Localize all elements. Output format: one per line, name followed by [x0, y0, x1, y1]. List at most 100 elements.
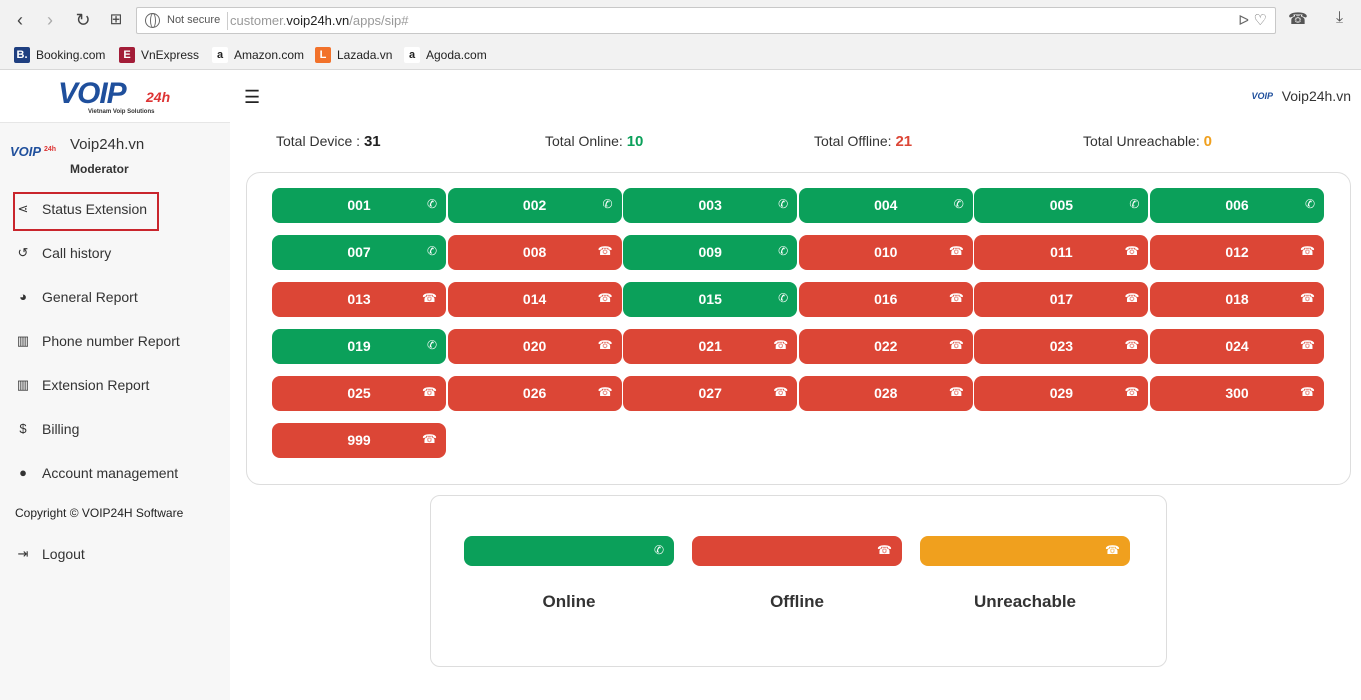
- extension-number: 028: [874, 385, 898, 401]
- sidebar-item-phone-number-report[interactable]: ▥ Phone number Report: [0, 324, 230, 358]
- sidebar-item-billing[interactable]: $ Billing: [0, 412, 230, 446]
- sidebar-item-status-extension[interactable]: ⋖ Status Extension: [0, 192, 230, 226]
- extension-007[interactable]: 007 ✆: [272, 235, 446, 270]
- extension-014[interactable]: 014 ☎: [447, 282, 622, 317]
- back-icon[interactable]: ‹: [17, 10, 23, 30]
- extension-013[interactable]: 013 ☎: [272, 282, 446, 317]
- extension-022[interactable]: 022 ☎: [798, 329, 973, 364]
- phone-icon: ✆: [778, 244, 789, 258]
- extension-number: 012: [1225, 244, 1249, 260]
- extension-027[interactable]: 027 ☎: [623, 376, 798, 411]
- hamburger-menu-icon[interactable]: ☰: [244, 87, 261, 107]
- extension-300[interactable]: 300 ☎: [1150, 376, 1324, 411]
- extension-023[interactable]: 023 ☎: [974, 329, 1149, 364]
- address-bar[interactable]: Not secure customer.voip24h.vn/apps/sip#…: [136, 7, 1276, 34]
- brand-logo[interactable]: VOIP 24h Vietnam Voip Solutions: [0, 71, 230, 123]
- globe-icon: [145, 13, 160, 28]
- extension-panel: 001 ✆ 002 ✆ 003 ✆ 004 ✆ 005 ✆ 006 ✆ 007 ✆ 008 ☎ 009 ✆ 010 ☎…: [246, 172, 1351, 485]
- extension-004[interactable]: 004 ✆: [798, 188, 973, 223]
- extension-number: 002: [522, 197, 547, 213]
- extension-010[interactable]: 010 ☎: [798, 235, 973, 270]
- total-offline: Total Offline: 21: [814, 133, 913, 150]
- extension-number: 013: [347, 291, 371, 307]
- extension-011[interactable]: 011 ☎: [974, 235, 1149, 270]
- sidebar-item-call-history[interactable]: ↺ Call history: [0, 236, 230, 270]
- bookmarks-bar: B. Booking.com E VnExpress a Amazon.com L Lazad…: [0, 40, 1361, 70]
- legend-swatch-online: ✆: [464, 536, 674, 566]
- sidebar-item-general-report[interactable]: ◕ General Report: [0, 280, 230, 314]
- extension-024[interactable]: 024 ☎: [1150, 329, 1324, 364]
- extension-008[interactable]: 008 ☎: [447, 235, 622, 270]
- extension-001[interactable]: 001 ✆: [272, 188, 446, 223]
- bookmark-item[interactable]: B. Booking.com: [14, 45, 105, 65]
- total-unreachable: Total Unreachable: 0: [1083, 133, 1212, 150]
- total-device: Total Device : 31: [276, 133, 381, 150]
- desk-phone-icon: ☎: [948, 244, 964, 258]
- extension-number: 009: [698, 244, 722, 260]
- logo-tagline: Vietnam Voip Solutions: [88, 109, 155, 115]
- extension-018[interactable]: 018 ☎: [1150, 282, 1324, 317]
- extension-006[interactable]: 006 ✆: [1150, 188, 1324, 223]
- extension-number: 008: [522, 244, 547, 260]
- phone-icon: ✆: [1129, 197, 1140, 211]
- forward-icon[interactable]: ›: [47, 10, 53, 30]
- download-icon[interactable]: ⤓: [1336, 9, 1344, 26]
- sidebar-item-label: Billing: [42, 421, 80, 437]
- extension-002[interactable]: 002 ✆: [447, 188, 622, 223]
- extension-016[interactable]: 016 ☎: [798, 282, 973, 317]
- sidebar-item-label: Status Extension: [42, 201, 148, 217]
- extension-021[interactable]: 021 ☎: [623, 329, 798, 364]
- extension-number: 005: [1049, 197, 1074, 213]
- send-icon[interactable]: ᐅ: [1238, 12, 1249, 28]
- extension-026[interactable]: 026 ☎: [447, 376, 622, 411]
- bookmark-item[interactable]: E VnExpress: [119, 45, 199, 65]
- extension-number: 015: [698, 291, 722, 307]
- favicon-icon: L: [315, 47, 331, 63]
- bookmark-item[interactable]: a Agoda.com: [404, 45, 487, 65]
- desk-phone-icon: ☎: [773, 338, 789, 352]
- extension-020[interactable]: 020 ☎: [447, 329, 622, 364]
- app-header: ☰ VOIP Voip24h.vn: [230, 71, 1361, 123]
- extension-015[interactable]: 015 ✆: [623, 282, 798, 317]
- extension-019[interactable]: 019 ✆: [272, 329, 446, 364]
- extension-029[interactable]: 029 ☎: [974, 376, 1149, 411]
- desk-phone-icon: ☎: [597, 244, 613, 258]
- logo-text: VOIP: [58, 77, 127, 110]
- bookmark-item[interactable]: L Lazada.vn: [315, 45, 392, 65]
- bookmark-item[interactable]: a Amazon.com: [212, 45, 304, 65]
- sidebar-item-label: Extension Report: [42, 377, 150, 393]
- heart-icon[interactable]: ♡: [1253, 12, 1267, 29]
- favicon-icon: a: [404, 47, 420, 63]
- extension-number: 018: [1225, 291, 1249, 307]
- browser-toolbar: ‹ › ↻ ⊞ Not secure customer.voip24h.vn/a…: [0, 0, 1361, 40]
- extension-028[interactable]: 028 ☎: [798, 376, 973, 411]
- extension-999[interactable]: 999 ☎: [272, 423, 446, 458]
- security-label: Not secure: [167, 14, 221, 26]
- sidebar-item-extension-report[interactable]: ▥ Extension Report: [0, 368, 230, 402]
- extension-017[interactable]: 017 ☎: [974, 282, 1149, 317]
- header-brand[interactable]: Voip24h.vn: [1281, 88, 1351, 104]
- desk-phone-icon: ☎: [1124, 338, 1140, 352]
- desk-phone-icon: ☎: [422, 432, 437, 446]
- copyright-text: Copyright © VOIP24H Software: [15, 506, 184, 520]
- reload-icon[interactable]: ↻: [75, 10, 91, 30]
- extension-003[interactable]: 003 ✆: [623, 188, 798, 223]
- extension-number: 026: [522, 385, 547, 401]
- sidebar-item-account-management[interactable]: ● Account management: [0, 456, 230, 490]
- phone-icon: ✆: [426, 244, 437, 258]
- bookmark-label: Booking.com: [36, 48, 106, 62]
- sidebar-item-logout[interactable]: ⇥ Logout: [0, 537, 230, 571]
- grid-icon[interactable]: ⊞: [109, 11, 123, 28]
- extension-number: 003: [698, 197, 722, 213]
- extension-005[interactable]: 005 ✆: [974, 188, 1149, 223]
- legend-swatch-offline: ☎: [692, 536, 902, 566]
- extension-009[interactable]: 009 ✆: [623, 235, 798, 270]
- desk-phone-icon: ☎: [1124, 291, 1140, 305]
- extension-012[interactable]: 012 ☎: [1150, 235, 1324, 270]
- extension-number: 300: [1225, 385, 1249, 401]
- logo-suffix: 24h: [146, 89, 171, 105]
- desk-phone-icon: ☎: [422, 385, 437, 399]
- extension-025[interactable]: 025 ☎: [272, 376, 446, 411]
- speed-dial-icon[interactable]: ☎: [1288, 11, 1308, 28]
- phone-icon: ✆: [602, 197, 613, 211]
